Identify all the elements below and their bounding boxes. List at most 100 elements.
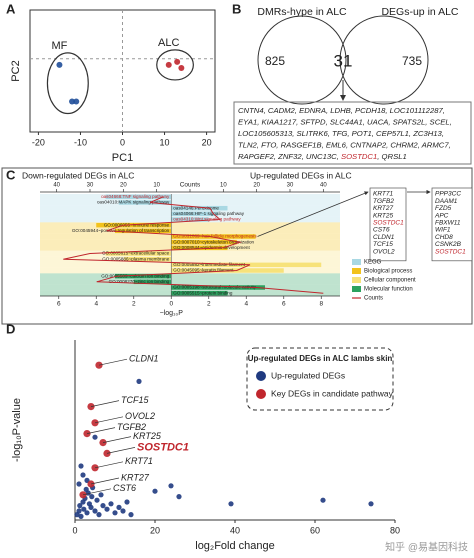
category-label: GO:0008544~epidermis development (173, 245, 250, 250)
y-axis-label: PC2 (10, 60, 22, 81)
data-point (165, 61, 172, 68)
leader-line (98, 358, 128, 366)
data-point (112, 510, 118, 516)
point-label: CLDN1 (129, 354, 159, 364)
x-tick-label: -10 (74, 137, 87, 147)
x-axis-label: log₂Fold change (195, 540, 275, 552)
set-count: 31 (334, 51, 353, 70)
gene-text: RAPGEF2, ZNF32, UNC13C, (238, 152, 341, 161)
set-count: 825 (265, 54, 285, 68)
gene-name: CHD8 (435, 234, 453, 241)
bar (171, 239, 237, 245)
gene-box (431, 187, 473, 262)
data-point (92, 434, 98, 440)
gene-name: KRT25 (373, 212, 393, 219)
category-label: GO:0045095~keratin filament (173, 268, 234, 273)
bar (171, 245, 228, 251)
bar (133, 279, 172, 285)
gene-name: SOSTDC1 (435, 248, 466, 255)
panel-title: Down-regulated DEGs in ALC (22, 170, 134, 180)
data-point (94, 497, 100, 503)
category-label: GO:0005515~protein binding (173, 290, 233, 295)
data-point (92, 508, 98, 514)
x-tick-label: 0 (72, 525, 77, 535)
data-point (83, 486, 89, 492)
data-point (104, 506, 110, 512)
data-point (124, 499, 130, 505)
data-point (174, 58, 181, 65)
data-point (80, 472, 86, 478)
category-label: GO:0031069~hair follicle morphogenesis (173, 234, 257, 239)
data-point (73, 98, 80, 105)
data-point (98, 492, 104, 498)
gene-name: TGFB2 (373, 198, 394, 205)
data-point (56, 61, 63, 68)
bar (171, 290, 228, 296)
x-tick-label: 0 (120, 137, 125, 147)
legend-label: Counts (364, 296, 383, 302)
gene-name: KRT71 (373, 191, 393, 198)
legend-swatch (352, 286, 361, 292)
gene-name: TCF15 (373, 241, 393, 248)
leader-line (86, 427, 116, 434)
data-point (81, 506, 87, 512)
legend-label: Up-regulated DEGs (271, 370, 345, 380)
data-point (136, 378, 142, 384)
panel-label: C (6, 167, 16, 182)
category-label: oas04146:Peroxisome (173, 205, 219, 210)
bar (124, 256, 172, 262)
point-label: SOSTDC1 (137, 441, 189, 453)
bar (171, 205, 228, 211)
category-label: GO:0005509~calcium ion binding (101, 273, 170, 278)
legend-label: Key DEGs in candidate pathway (271, 388, 394, 398)
legend-swatch (352, 277, 361, 283)
gene-name: CST6 (373, 227, 390, 234)
legend-swatch (256, 389, 266, 399)
x-tick-label: 2 (132, 301, 136, 308)
gene-name: OVOL2 (373, 248, 395, 255)
point-label: TCF15 (121, 395, 150, 405)
group-band (40, 250, 340, 257)
x-tick-label: 0 (169, 301, 173, 308)
data-point (128, 511, 134, 518)
category-label: oas04668:TNF signaling pathway (101, 194, 170, 199)
legend-swatch (256, 371, 266, 381)
group-band (40, 199, 340, 206)
data-point (89, 494, 95, 500)
set-label: DEGs-up in ALC (381, 6, 458, 18)
gene-box (369, 187, 407, 262)
x2-tick-label: 40 (320, 183, 327, 189)
y-axis-label: -log₁₀P-value (11, 398, 23, 462)
gene-name: DAAM1 (435, 198, 458, 205)
data-point (320, 497, 326, 503)
data-point (76, 481, 82, 487)
gene-line: CNTN4, CADM2, EDNRA, LDHB, PCDH18, LOC10… (238, 106, 445, 115)
data-point (84, 510, 90, 516)
group-band (40, 256, 340, 262)
legend-swatch (352, 259, 361, 265)
gene-line: RAPGEF2, ZNF32, UNC13C, SOSTDC1, QRSL1 (238, 152, 407, 161)
gene-line: TLN2, FTO, RASGEF1B, EML6, CNTNAP2, CHRM… (238, 141, 451, 150)
counts-line (63, 196, 324, 294)
leader-line (82, 488, 112, 496)
arrow (257, 191, 369, 237)
data-point (77, 503, 83, 509)
group-label: ALC (158, 37, 179, 49)
bar (105, 194, 172, 200)
set-count: 735 (402, 54, 422, 68)
x-tick-label: 4 (94, 301, 98, 308)
leader-line (94, 461, 124, 469)
set-circle (339, 15, 429, 105)
data-point (100, 503, 106, 509)
gene-name: SOSTDC1 (373, 220, 404, 227)
x2-tick-label: 30 (87, 183, 94, 189)
data-point (176, 494, 182, 500)
x-axis-label: PC1 (112, 152, 133, 164)
legend-swatch (352, 268, 361, 274)
gene-name: PPP3CC (435, 191, 461, 198)
leader-line (90, 477, 120, 485)
gene-name: FBXW11 (435, 220, 461, 227)
point-label: CST6 (113, 483, 136, 493)
x2-tick-label: 40 (53, 183, 60, 189)
